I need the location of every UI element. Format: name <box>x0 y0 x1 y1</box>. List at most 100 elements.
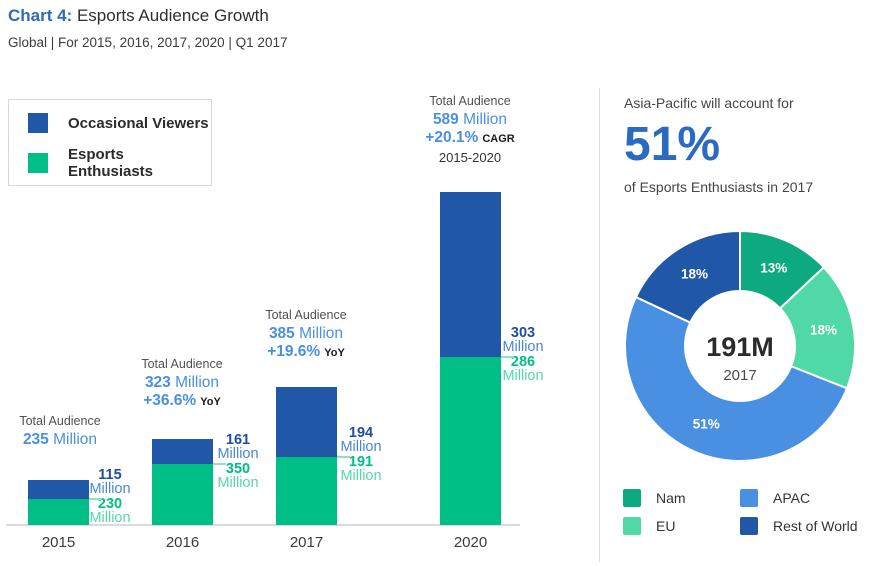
enthusiasts-unit: Million <box>502 367 544 384</box>
enthusiasts-value: 350 <box>225 460 251 477</box>
connector-2015 <box>89 498 102 500</box>
donut-percent-label: 18% <box>810 323 837 338</box>
occasional-unit: Million <box>340 439 382 456</box>
x-axis-label-2017: 2017 <box>289 534 324 551</box>
side-label-2017: 194 Million 191 Million <box>340 425 382 484</box>
bar-2015-esports-enthusiasts <box>28 499 89 525</box>
enthusiasts-value: 191 <box>348 453 374 470</box>
legend-label: Rest of World <box>773 518 858 534</box>
total-value: 235 Million <box>22 430 98 448</box>
legend-label: Occasional Viewers <box>68 114 209 132</box>
side-label-2015: 115 Million 230 Million <box>89 467 131 526</box>
donut-percent-label: 51% <box>693 417 720 432</box>
growth-number: +20.1% <box>425 129 479 146</box>
legend-label: EU <box>656 518 676 534</box>
total-audience-label: Total Audience <box>141 357 223 371</box>
enthusiasts-value: 286 <box>510 353 536 370</box>
legend-item-apac: APAC <box>740 489 873 507</box>
legend-label: Esports Enthusiasts <box>68 146 154 180</box>
enthusiasts-unit: Million <box>217 474 259 491</box>
connector-2016 <box>213 463 226 465</box>
annotation-2016: Total Audience 323 Million +36.6% YoY <box>97 355 267 412</box>
eu-swatch <box>623 517 641 535</box>
total-value: 385 Million <box>268 324 344 342</box>
occasional-value: 303 <box>510 325 536 341</box>
total-number: 589 <box>432 110 459 128</box>
growth-value: +36.6% YoY <box>97 392 267 412</box>
legend-item-eu: EU <box>623 517 740 535</box>
growth-suffix: YoY <box>200 396 221 408</box>
esports-enthusiasts-swatch <box>28 153 48 173</box>
rest-of-world-swatch <box>740 517 758 535</box>
x-axis-label-2016: 2016 <box>165 534 200 551</box>
total-number: 323 <box>144 373 171 391</box>
x-axis-label-2020: 2020 <box>453 534 488 551</box>
donut-segment-rest-of-world <box>634 230 741 324</box>
growth-suffix: CAGR <box>482 133 515 145</box>
stacked-bar-chart: 2015 Total Audience 235 Million 115 Million 2… <box>0 92 555 551</box>
donut-legend: Nam APAC EU Rest of World <box>623 489 873 535</box>
growth-value: +19.6% YoY <box>221 343 391 363</box>
donut-svg: 13% 18% 51% 18% 191M 2017 <box>624 230 856 462</box>
legend-item-esports-enthusiasts: Esports Enthusiasts <box>28 146 211 180</box>
total-audience-label: Total Audience <box>265 308 347 322</box>
bar-2016-occasional-viewers <box>152 439 213 464</box>
total-audience-label: Total Audience <box>429 94 511 108</box>
bar-legend: Occasional Viewers Esports Enthusiasts <box>8 99 212 186</box>
donut-segment-apac <box>624 296 848 462</box>
panel-divider <box>599 88 600 562</box>
headline-top: Asia-Pacific will account for <box>624 95 794 111</box>
total-audience-label: Total Audience <box>19 414 101 428</box>
side-label-2016: 161 Million 350 Million <box>217 432 259 491</box>
headline-bottom: of Esports Enthusiasts in 2017 <box>624 179 814 195</box>
bar-2020-esports-enthusiasts <box>440 357 501 525</box>
bar-2016-esports-enthusiasts <box>152 464 213 525</box>
apac-swatch <box>740 489 758 507</box>
annotation-2015: Total Audience 235 Million <box>0 412 145 449</box>
growth-number: +36.6% <box>143 392 197 409</box>
nam-swatch <box>623 489 641 507</box>
connector-2017 <box>337 456 350 458</box>
growth-suffix: YoY <box>324 347 345 359</box>
donut-percent-label: 18% <box>681 267 708 282</box>
growth-note: 2015-2020 <box>438 149 502 165</box>
donut-percent-label: 13% <box>760 260 787 275</box>
x-axis-label-2015: 2015 <box>41 534 76 551</box>
legend-label: Nam <box>656 490 686 506</box>
page-title: Chart 4: Esports Audience Growth <box>8 6 269 26</box>
growth-value: +20.1% CAGR <box>385 129 555 149</box>
legend-item-occasional-viewers: Occasional Viewers <box>28 113 211 133</box>
chart-subtitle: Global | For 2015, 2016, 2017, 2020 | Q1… <box>8 35 288 50</box>
donut-headline: Asia-Pacific will account for 51% of Esp… <box>624 94 874 196</box>
connector-2020 <box>501 356 514 358</box>
occasional-unit: Million <box>89 481 131 498</box>
legend-label: APAC <box>773 490 811 506</box>
enthusiasts-value: 230 <box>97 495 123 512</box>
donut-chart: 13% 18% 51% 18% 191M 2017 <box>623 229 857 463</box>
growth-number: +19.6% <box>267 343 321 360</box>
enthusiasts-unit: Million <box>89 509 131 526</box>
legend-item-nam: Nam <box>623 489 740 507</box>
chart-number: Chart 4: <box>8 6 73 25</box>
total-number: 235 <box>22 430 49 448</box>
legend-item-rest-of-world: Rest of World <box>740 517 873 535</box>
enthusiasts-unit: Million <box>340 467 382 484</box>
x-axis-line <box>6 524 520 526</box>
occasional-unit: Million <box>502 339 544 356</box>
bar-2015-occasional-viewers <box>28 480 89 499</box>
annotation-2020: Total Audience 589 Million +20.1% CAGR 2015-… <box>385 92 555 167</box>
occasional-value: 115 <box>98 467 122 483</box>
occasional-value: 194 <box>348 425 374 441</box>
chart-title: Esports Audience Growth <box>72 6 269 25</box>
total-value: 323 Million <box>144 373 220 391</box>
donut-center-value: 191M <box>706 332 774 362</box>
donut-center-year: 2017 <box>723 367 756 384</box>
side-label-2020: 303 Million 286 Million <box>502 325 544 384</box>
annotation-2017: Total Audience 385 Million +19.6% YoY <box>221 306 391 363</box>
headline-stat: 51% <box>624 118 721 171</box>
occasional-value: 161 <box>225 432 251 448</box>
occasional-unit: Million <box>217 446 259 463</box>
bar-2017-occasional-viewers <box>276 387 337 457</box>
total-number: 385 <box>268 324 295 342</box>
